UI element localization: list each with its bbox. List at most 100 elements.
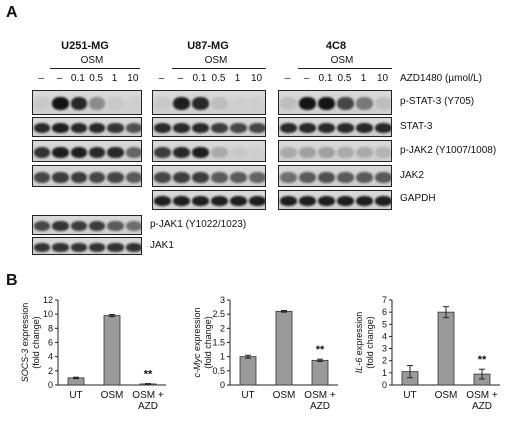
blot-band <box>356 123 373 133</box>
blot-band <box>375 147 391 158</box>
blot-band <box>125 97 141 110</box>
x-category-label: AZD <box>472 401 492 412</box>
blot-band <box>230 147 247 158</box>
blot-row-label: GAPDH <box>400 193 436 204</box>
blot-band <box>192 172 209 183</box>
blot-band <box>70 172 87 183</box>
y-tick-label: 8 <box>48 323 53 333</box>
y-tick-label: 0 <box>382 380 387 390</box>
blot-band <box>89 172 106 183</box>
x-category-label: OSM <box>101 390 124 401</box>
bar <box>103 315 121 386</box>
y-axis-label-unit: (fold change) <box>203 316 213 369</box>
blot-band <box>299 123 316 133</box>
blot-row-label: p-JAK2 (Y1007/1008) <box>400 145 497 156</box>
y-tick-label: 3 <box>220 295 225 305</box>
y-tick-label: 0 <box>48 380 53 390</box>
blot-band <box>280 172 297 183</box>
blot-band <box>107 172 124 183</box>
x-category-label: OSM + <box>304 390 336 401</box>
y-tick-label: 0 <box>220 380 225 390</box>
blot-jak2 <box>278 165 392 187</box>
blot-band <box>230 196 247 206</box>
osm-label: OSM <box>80 55 104 66</box>
blot-stat3 <box>278 117 392 137</box>
bar <box>437 311 455 386</box>
blot-band <box>34 172 51 183</box>
blot-band <box>280 147 297 158</box>
cell-line-u251: U251-MG <box>61 40 109 52</box>
blot-band <box>318 196 335 206</box>
blot-band <box>34 147 51 158</box>
blot-band <box>230 97 247 110</box>
blot-band <box>89 147 106 158</box>
blot-jak1 <box>32 237 142 255</box>
bar <box>311 359 329 386</box>
blot-band <box>249 196 265 206</box>
blot-band <box>34 243 51 252</box>
blot-row-label: p-STAT-3 (Y705) <box>400 96 475 107</box>
y-tick-label: 12 <box>43 295 53 305</box>
blot-band <box>192 147 209 158</box>
blot-band <box>211 123 228 133</box>
lane-label: – <box>38 73 44 84</box>
blot-band <box>375 196 391 206</box>
blot-band <box>280 196 297 206</box>
blot-band <box>52 123 69 133</box>
x-category-label: UT <box>403 390 416 401</box>
blot-band <box>211 147 228 158</box>
blot-band <box>249 172 265 183</box>
bar <box>275 310 293 386</box>
y-axis-label-unit: (fold change) <box>31 316 41 369</box>
blot-stat3 <box>32 117 142 137</box>
blot-band <box>89 97 106 110</box>
blot-band <box>34 123 51 133</box>
y-tick-label: 2 <box>382 356 387 366</box>
blot-band <box>70 123 87 133</box>
y-tick-label: 5 <box>382 319 387 329</box>
y-tick-label: 1.5 <box>212 338 225 348</box>
blot-band <box>192 97 209 110</box>
blot-band <box>52 97 69 110</box>
blot-band <box>125 147 141 158</box>
lane-label: 0.5 <box>211 73 226 84</box>
cell-line-u87: U87-MG <box>187 40 229 52</box>
blot-band <box>125 172 141 183</box>
x-category-label: UT <box>241 390 254 401</box>
y-axis-label-unit: (fold change) <box>365 316 375 369</box>
blot-band <box>249 147 265 158</box>
blot-gapdh <box>278 190 392 210</box>
x-category-label: OSM + <box>466 390 498 401</box>
blot-band <box>154 172 171 183</box>
blot-band <box>337 147 354 158</box>
blot-band <box>70 97 87 110</box>
significance-marker: ** <box>144 369 153 381</box>
blot-band <box>34 221 51 231</box>
y-tick-label: 7 <box>382 295 387 305</box>
blot-jak2 <box>152 165 266 187</box>
blot-band <box>299 196 316 206</box>
blot-row-label: p-JAK1 (Y1022/1023) <box>150 219 247 230</box>
blot-row-label: JAK2 <box>400 170 424 181</box>
blot-band <box>280 123 297 133</box>
significance-marker: ** <box>478 354 487 366</box>
blot-band <box>173 97 190 110</box>
y-axis-label: c-Myc expression <box>192 307 202 377</box>
y-tick-label: 4 <box>48 352 53 362</box>
blot-band <box>337 196 354 206</box>
blot-band <box>173 123 190 133</box>
blot-band <box>230 123 247 133</box>
blot-band <box>318 147 335 158</box>
lane-label: 0.5 <box>337 73 352 84</box>
blot-band <box>125 123 141 133</box>
y-tick-label: 6 <box>382 307 387 317</box>
bar <box>239 356 257 386</box>
panel-a-letter: A <box>6 4 18 21</box>
blot-p-stat3 <box>278 90 392 115</box>
blot-band <box>107 221 124 231</box>
x-category-label: OSM <box>273 390 296 401</box>
y-axis-label: SOCS-3 expression <box>20 303 30 383</box>
blot-band <box>211 196 228 206</box>
blot-band <box>89 243 106 252</box>
